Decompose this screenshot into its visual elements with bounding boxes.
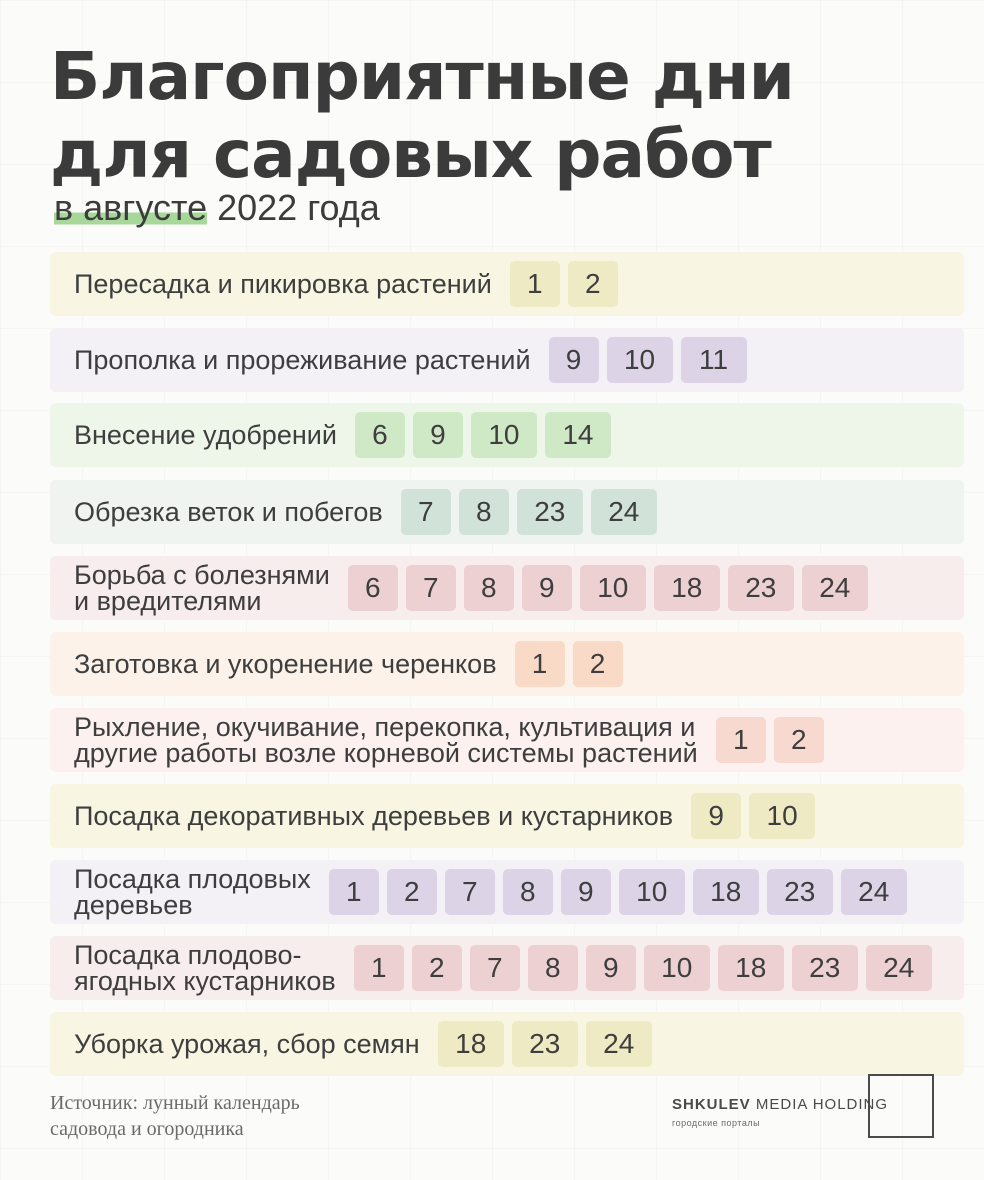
day-chip: 7 bbox=[405, 565, 456, 611]
day-chip: 2 bbox=[572, 641, 623, 687]
day-chip: 10 bbox=[579, 565, 646, 611]
day-list: 6 9 10 14 bbox=[354, 412, 611, 458]
title-line-1: Благоприятные дни bbox=[50, 38, 795, 115]
subtitle: в августе 2022 года bbox=[54, 186, 380, 230]
day-chip: 23 bbox=[727, 565, 794, 611]
work-row: Пересадка и пикировка растений 1 2 bbox=[50, 252, 964, 316]
day-chip: 24 bbox=[585, 1021, 652, 1067]
subtitle-rest: 2022 года bbox=[207, 187, 380, 228]
day-list: 1 2 7 8 9 10 18 23 24 bbox=[328, 869, 907, 915]
day-chip: 9 bbox=[585, 945, 636, 991]
source-note: Источник: лунный календарь садовода и ог… bbox=[50, 1090, 300, 1142]
day-chip: 9 bbox=[521, 565, 572, 611]
day-chip: 10 bbox=[749, 793, 816, 839]
day-chip: 10 bbox=[606, 337, 673, 383]
work-row-label: Внесение удобрений bbox=[74, 420, 337, 450]
day-list: 9 10 11 bbox=[548, 337, 747, 383]
day-chip: 7 bbox=[469, 945, 520, 991]
page-title: Благоприятные дни для садовых работ bbox=[50, 38, 795, 194]
day-chip: 7 bbox=[444, 869, 495, 915]
day-chip: 24 bbox=[865, 945, 932, 991]
work-row: Посадка плодово- ягодных кустарников 1 2 7 8… bbox=[50, 936, 964, 1000]
day-chip: 1 bbox=[715, 717, 766, 763]
day-list: 6 7 8 9 10 18 23 24 bbox=[347, 565, 868, 611]
day-chip: 23 bbox=[511, 1021, 578, 1067]
day-chip: 1 bbox=[514, 641, 565, 687]
day-chip: 24 bbox=[590, 489, 657, 535]
logo-name-rest: MEDIA HOLDING bbox=[750, 1096, 889, 1113]
day-chip: 8 bbox=[463, 565, 514, 611]
work-row: Посадка декоративных деревьев и кустарни… bbox=[50, 784, 964, 848]
work-row: Внесение удобрений 6 9 10 14 bbox=[50, 403, 964, 467]
logo-frame-left bbox=[868, 1074, 870, 1138]
day-list: 9 10 bbox=[691, 793, 816, 839]
day-chip: 2 bbox=[773, 717, 824, 763]
day-chip: 7 bbox=[400, 489, 451, 535]
work-row-label: Уборка урожая, сбор семян bbox=[74, 1029, 420, 1059]
day-chip: 18 bbox=[692, 869, 759, 915]
day-chip: 10 bbox=[470, 412, 537, 458]
day-list: 1 2 7 8 9 10 18 23 24 bbox=[353, 945, 932, 991]
day-chip: 18 bbox=[717, 945, 784, 991]
subtitle-highlight: в августе bbox=[54, 187, 208, 228]
work-row-label: Заготовка и укоренение черенков bbox=[74, 649, 497, 679]
work-row-label: Посадка декоративных деревьев и кустарни… bbox=[74, 801, 674, 831]
day-chip: 14 bbox=[544, 412, 611, 458]
day-chip: 23 bbox=[791, 945, 858, 991]
work-row-label: Обрезка веток и побегов bbox=[74, 497, 383, 527]
day-chip: 6 bbox=[347, 565, 398, 611]
day-chip: 1 bbox=[509, 261, 560, 307]
logo-frame-top-right bbox=[868, 1074, 934, 1138]
day-chip: 11 bbox=[680, 337, 747, 383]
day-chip: 9 bbox=[412, 412, 463, 458]
day-chip: 8 bbox=[458, 489, 509, 535]
source-line-1: Источник: лунный календарь bbox=[50, 1092, 300, 1114]
day-chip: 1 bbox=[328, 869, 379, 915]
day-chip: 18 bbox=[653, 565, 720, 611]
day-chip: 9 bbox=[560, 869, 611, 915]
day-chip: 8 bbox=[527, 945, 578, 991]
work-row: Рыхление, окучивание, перекопка, культив… bbox=[50, 708, 964, 772]
work-row: Обрезка веток и побегов 7 8 23 24 bbox=[50, 480, 964, 544]
work-row: Посадка плодовых деревьев 1 2 7 8 9 10 18 23 24 bbox=[50, 860, 964, 924]
day-chip: 24 bbox=[801, 565, 868, 611]
title-line-2: для садовых работ bbox=[50, 116, 772, 193]
work-row-label: Рыхление, окучивание, перекопка, культив… bbox=[74, 712, 698, 768]
day-chip: 24 bbox=[840, 869, 907, 915]
day-list: 7 8 23 24 bbox=[400, 489, 657, 535]
day-chip: 23 bbox=[766, 869, 833, 915]
day-chip: 10 bbox=[618, 869, 685, 915]
work-row-label: Борьба с болезнями и вредителями bbox=[74, 560, 330, 616]
day-chip: 2 bbox=[386, 869, 437, 915]
day-chip: 1 bbox=[353, 945, 404, 991]
day-chip: 23 bbox=[516, 489, 583, 535]
work-row-label: Прополка и прореживание растений bbox=[74, 345, 531, 375]
day-chip: 10 bbox=[643, 945, 710, 991]
logo-name: SHKULEV MEDIA HOLDING bbox=[672, 1096, 888, 1113]
day-chip: 2 bbox=[567, 261, 618, 307]
work-row-label: Посадка плодовых деревьев bbox=[74, 864, 311, 920]
publisher-logo: SHKULEV MEDIA HOLDING городские порталы bbox=[672, 1074, 934, 1138]
logo-name-bold: SHKULEV bbox=[672, 1096, 751, 1113]
day-chip: 8 bbox=[502, 869, 553, 915]
day-chip: 6 bbox=[354, 412, 405, 458]
work-row: Заготовка и укоренение черенков 1 2 bbox=[50, 632, 964, 696]
day-list: 18 23 24 bbox=[437, 1021, 652, 1067]
work-row-label: Пересадка и пикировка растений bbox=[74, 269, 492, 299]
work-row: Борьба с болезнями и вредителями 6 7 8 9 10 18… bbox=[50, 556, 964, 620]
day-chip: 9 bbox=[548, 337, 599, 383]
day-chip: 2 bbox=[411, 945, 462, 991]
work-row-label: Посадка плодово- ягодных кустарников bbox=[74, 940, 336, 996]
logo-frame-bottom bbox=[868, 1136, 934, 1138]
day-chip: 9 bbox=[691, 793, 742, 839]
day-chip: 18 bbox=[437, 1021, 504, 1067]
work-row: Прополка и прореживание растений 9 10 11 bbox=[50, 328, 964, 392]
work-row: Уборка урожая, сбор семян 18 23 24 bbox=[50, 1012, 964, 1076]
source-line-2: садовода и огородника bbox=[50, 1118, 244, 1140]
logo-subtitle: городские порталы bbox=[672, 1118, 761, 1128]
